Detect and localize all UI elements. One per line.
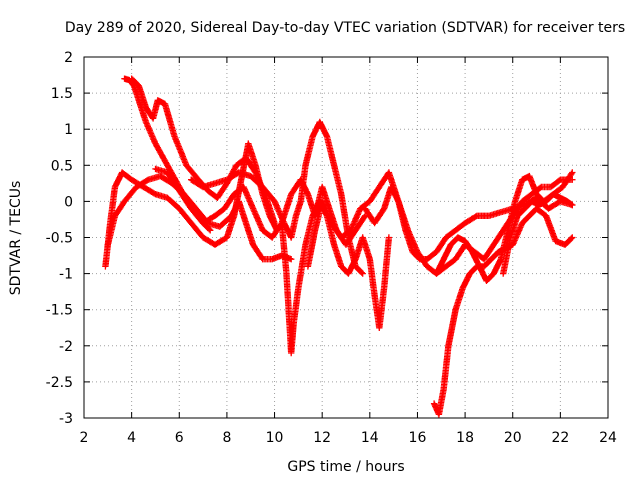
series-marks bbox=[128, 75, 278, 227]
x-axis: 2 4 6 8 10 12 14 16 18 20 22 24 bbox=[80, 57, 617, 446]
y-tick-label: -0.5 bbox=[46, 231, 73, 247]
x-tick-label: 6 bbox=[175, 430, 184, 446]
series-track-d bbox=[104, 172, 295, 263]
series-marks bbox=[278, 198, 393, 357]
x-tick-label: 12 bbox=[313, 430, 331, 446]
y-tick-label: -1 bbox=[59, 267, 73, 283]
series-track-b bbox=[128, 75, 278, 227]
y-axis-label: SDTVAR / TECUs bbox=[8, 181, 24, 296]
y-tick-label: -2.5 bbox=[46, 375, 73, 391]
y-tick-label: 1.5 bbox=[51, 86, 73, 102]
y-tick-label: 0.5 bbox=[51, 158, 73, 174]
y-tick-label: -1.5 bbox=[46, 303, 73, 319]
x-tick-label: 2 bbox=[80, 430, 89, 446]
x-tick-label: 24 bbox=[599, 430, 617, 446]
y-axis: -3 -2.5 -2 -1.5 -1 -0.5 0 0.5 1 1.5 2 bbox=[46, 50, 608, 427]
data-series bbox=[102, 75, 576, 418]
x-tick-label: 22 bbox=[551, 430, 569, 446]
y-tick-label: 0 bbox=[64, 194, 73, 210]
series-marks bbox=[500, 191, 576, 277]
x-tick-label: 18 bbox=[456, 430, 474, 446]
x-tick-label: 20 bbox=[504, 430, 522, 446]
x-tick-label: 14 bbox=[361, 430, 379, 446]
x-tick-label: 10 bbox=[266, 430, 284, 446]
chart-title: Day 289 of 2020, Sidereal Day-to-day VTE… bbox=[65, 20, 625, 36]
x-axis-label: GPS time / hours bbox=[287, 459, 404, 475]
series-track-g bbox=[278, 198, 393, 357]
y-tick-label: 2 bbox=[64, 50, 73, 66]
y-tick-label: 1 bbox=[64, 122, 73, 138]
series-track-l bbox=[500, 191, 576, 277]
series-marks bbox=[104, 172, 295, 263]
y-tick-label: -2 bbox=[59, 339, 73, 355]
y-tick-label: -3 bbox=[59, 411, 73, 427]
x-tick-label: 16 bbox=[409, 430, 427, 446]
x-tick-label: 4 bbox=[127, 430, 136, 446]
x-tick-label: 8 bbox=[222, 430, 231, 446]
